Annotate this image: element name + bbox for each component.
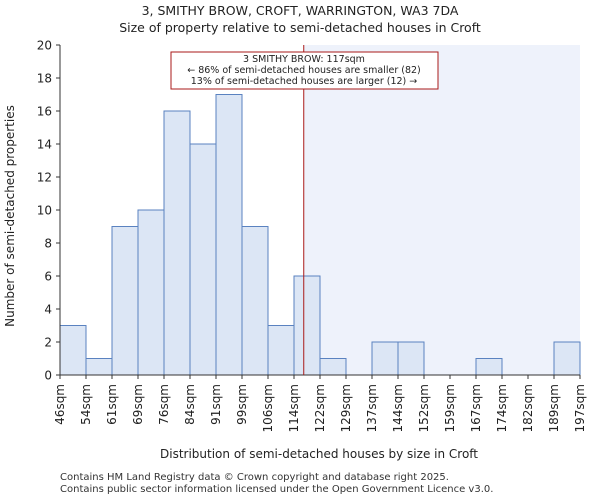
bar — [371, 341, 399, 376]
x-tick-label: 69sqm — [131, 384, 145, 425]
y-tick-label: 0 — [44, 369, 52, 383]
annotation-line-2: ← 86% of semi-detached houses are smalle… — [187, 65, 421, 76]
bar — [189, 143, 217, 376]
bar — [293, 275, 321, 376]
y-tick-label: 8 — [44, 237, 52, 251]
x-tick-label: 129sqm — [339, 384, 353, 432]
bar — [163, 110, 191, 376]
chart-title: 3, SMITHY BROW, CROFT, WARRINGTON, WA3 7… — [141, 3, 459, 18]
x-tick-label: 159sqm — [443, 384, 457, 432]
bar — [267, 325, 295, 376]
annotation-line-3: 13% of semi-detached houses are larger (… — [191, 76, 418, 87]
x-tick-label: 76sqm — [157, 384, 171, 425]
bar — [319, 358, 347, 376]
y-axis-label: Number of semi-detached properties — [3, 105, 17, 327]
bar — [111, 226, 139, 376]
y-tick-label: 2 — [44, 336, 52, 350]
y-tick-label: 18 — [37, 72, 52, 86]
y-tick-label: 14 — [37, 138, 52, 152]
annotation-line-1: 3 SMITHY BROW: 117sqm — [243, 54, 365, 65]
x-axis-label: Distribution of semi-detached houses by … — [160, 447, 478, 461]
x-tick-label: 54sqm — [79, 384, 93, 425]
y-tick-label: 16 — [37, 105, 52, 119]
chart-subtitle: Size of property relative to semi-detach… — [119, 20, 481, 35]
bar — [241, 226, 269, 376]
x-tick-label: 189sqm — [547, 384, 561, 432]
x-tick-label: 99sqm — [235, 384, 249, 425]
bar — [397, 341, 425, 376]
x-tick-label: 152sqm — [417, 384, 431, 432]
annotation-box: 3 SMITHY BROW: 117sqm ← 86% of semi-deta… — [170, 51, 439, 90]
y-tick-label: 20 — [37, 39, 52, 53]
bar — [553, 341, 581, 376]
x-tick-label: 84sqm — [183, 384, 197, 425]
x-tick-label: 106sqm — [261, 384, 275, 432]
x-tick-label: 167sqm — [469, 384, 483, 432]
y-tick-label: 6 — [44, 270, 52, 284]
bar — [59, 325, 87, 376]
bar — [137, 209, 165, 376]
x-tick-label: 137sqm — [365, 384, 379, 432]
shaded-region — [303, 45, 580, 375]
y-tick-label: 10 — [37, 204, 52, 218]
y-tick-label: 12 — [37, 171, 52, 185]
x-tick-label: 114sqm — [287, 384, 301, 432]
x-tick-label: 122sqm — [313, 384, 327, 432]
x-tick-label: 46sqm — [53, 384, 67, 425]
footer-line-1: Contains HM Land Registry data © Crown c… — [60, 472, 449, 483]
x-tick-label: 174sqm — [495, 384, 509, 432]
bar — [475, 358, 503, 376]
x-tick-label: 61sqm — [105, 384, 119, 425]
x-tick-label: 144sqm — [391, 384, 405, 432]
bar — [85, 358, 113, 376]
x-tick-label: 182sqm — [521, 384, 535, 432]
bar — [215, 94, 243, 376]
y-tick-label: 4 — [44, 303, 52, 317]
x-tick-label: 197sqm — [573, 384, 587, 432]
x-tick-label: 91sqm — [209, 384, 223, 425]
footer-line-2: Contains public sector information licen… — [60, 484, 494, 495]
